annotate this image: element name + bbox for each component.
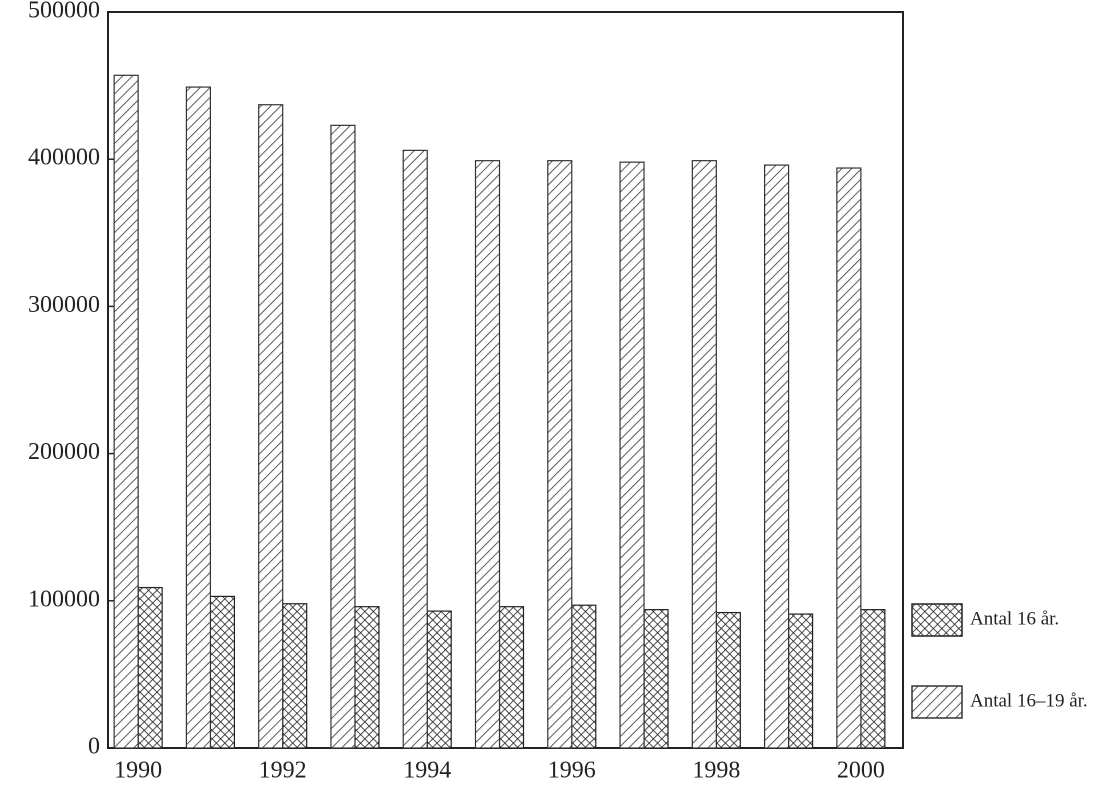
x-tick-label: 1996 — [548, 758, 596, 784]
legend-swatch — [911, 685, 963, 719]
bar — [209, 595, 236, 749]
bar — [860, 609, 886, 749]
x-tick-label: 1992 — [259, 758, 307, 784]
bar — [763, 164, 790, 749]
bar — [402, 149, 428, 749]
bar — [571, 604, 597, 749]
bar — [619, 161, 645, 749]
y-tick-label: 100000 — [28, 586, 100, 612]
bar — [426, 610, 452, 749]
bar — [113, 74, 139, 749]
y-tick-label: 400000 — [28, 145, 100, 171]
y-tick-label: 300000 — [28, 292, 100, 318]
x-tick-label: 1994 — [403, 758, 451, 784]
bar — [715, 611, 741, 749]
bar — [836, 167, 862, 749]
y-tick-label: 200000 — [28, 439, 100, 465]
y-tick-label: 500000 — [28, 0, 100, 24]
bar — [787, 613, 814, 749]
y-tick-label: 0 — [88, 734, 100, 760]
x-tick-label: 2000 — [837, 758, 885, 784]
bar — [643, 609, 669, 749]
bar — [498, 606, 525, 749]
bar — [330, 124, 356, 749]
bar — [258, 104, 284, 749]
bar — [137, 586, 163, 749]
legend-label: Antal 16 år. — [970, 608, 1059, 629]
x-tick-label: 1998 — [692, 758, 740, 784]
x-tick-label: 1990 — [114, 758, 162, 784]
legend-label: Antal 16–19 år. — [970, 690, 1088, 711]
bar — [282, 603, 308, 749]
bar — [691, 160, 717, 749]
bar — [354, 606, 380, 749]
bar — [547, 160, 573, 749]
legend-swatch — [911, 603, 963, 637]
bar — [185, 86, 212, 749]
bar — [474, 160, 501, 749]
